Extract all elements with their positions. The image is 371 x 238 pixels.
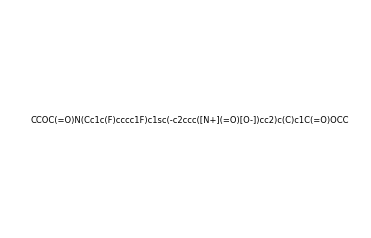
Text: CCOC(=O)N(Cc1c(F)cccc1F)c1sc(-c2ccc([N+](=O)[O-])cc2)c(C)c1C(=O)OCC: CCOC(=O)N(Cc1c(F)cccc1F)c1sc(-c2ccc([N+]… [31, 116, 349, 125]
